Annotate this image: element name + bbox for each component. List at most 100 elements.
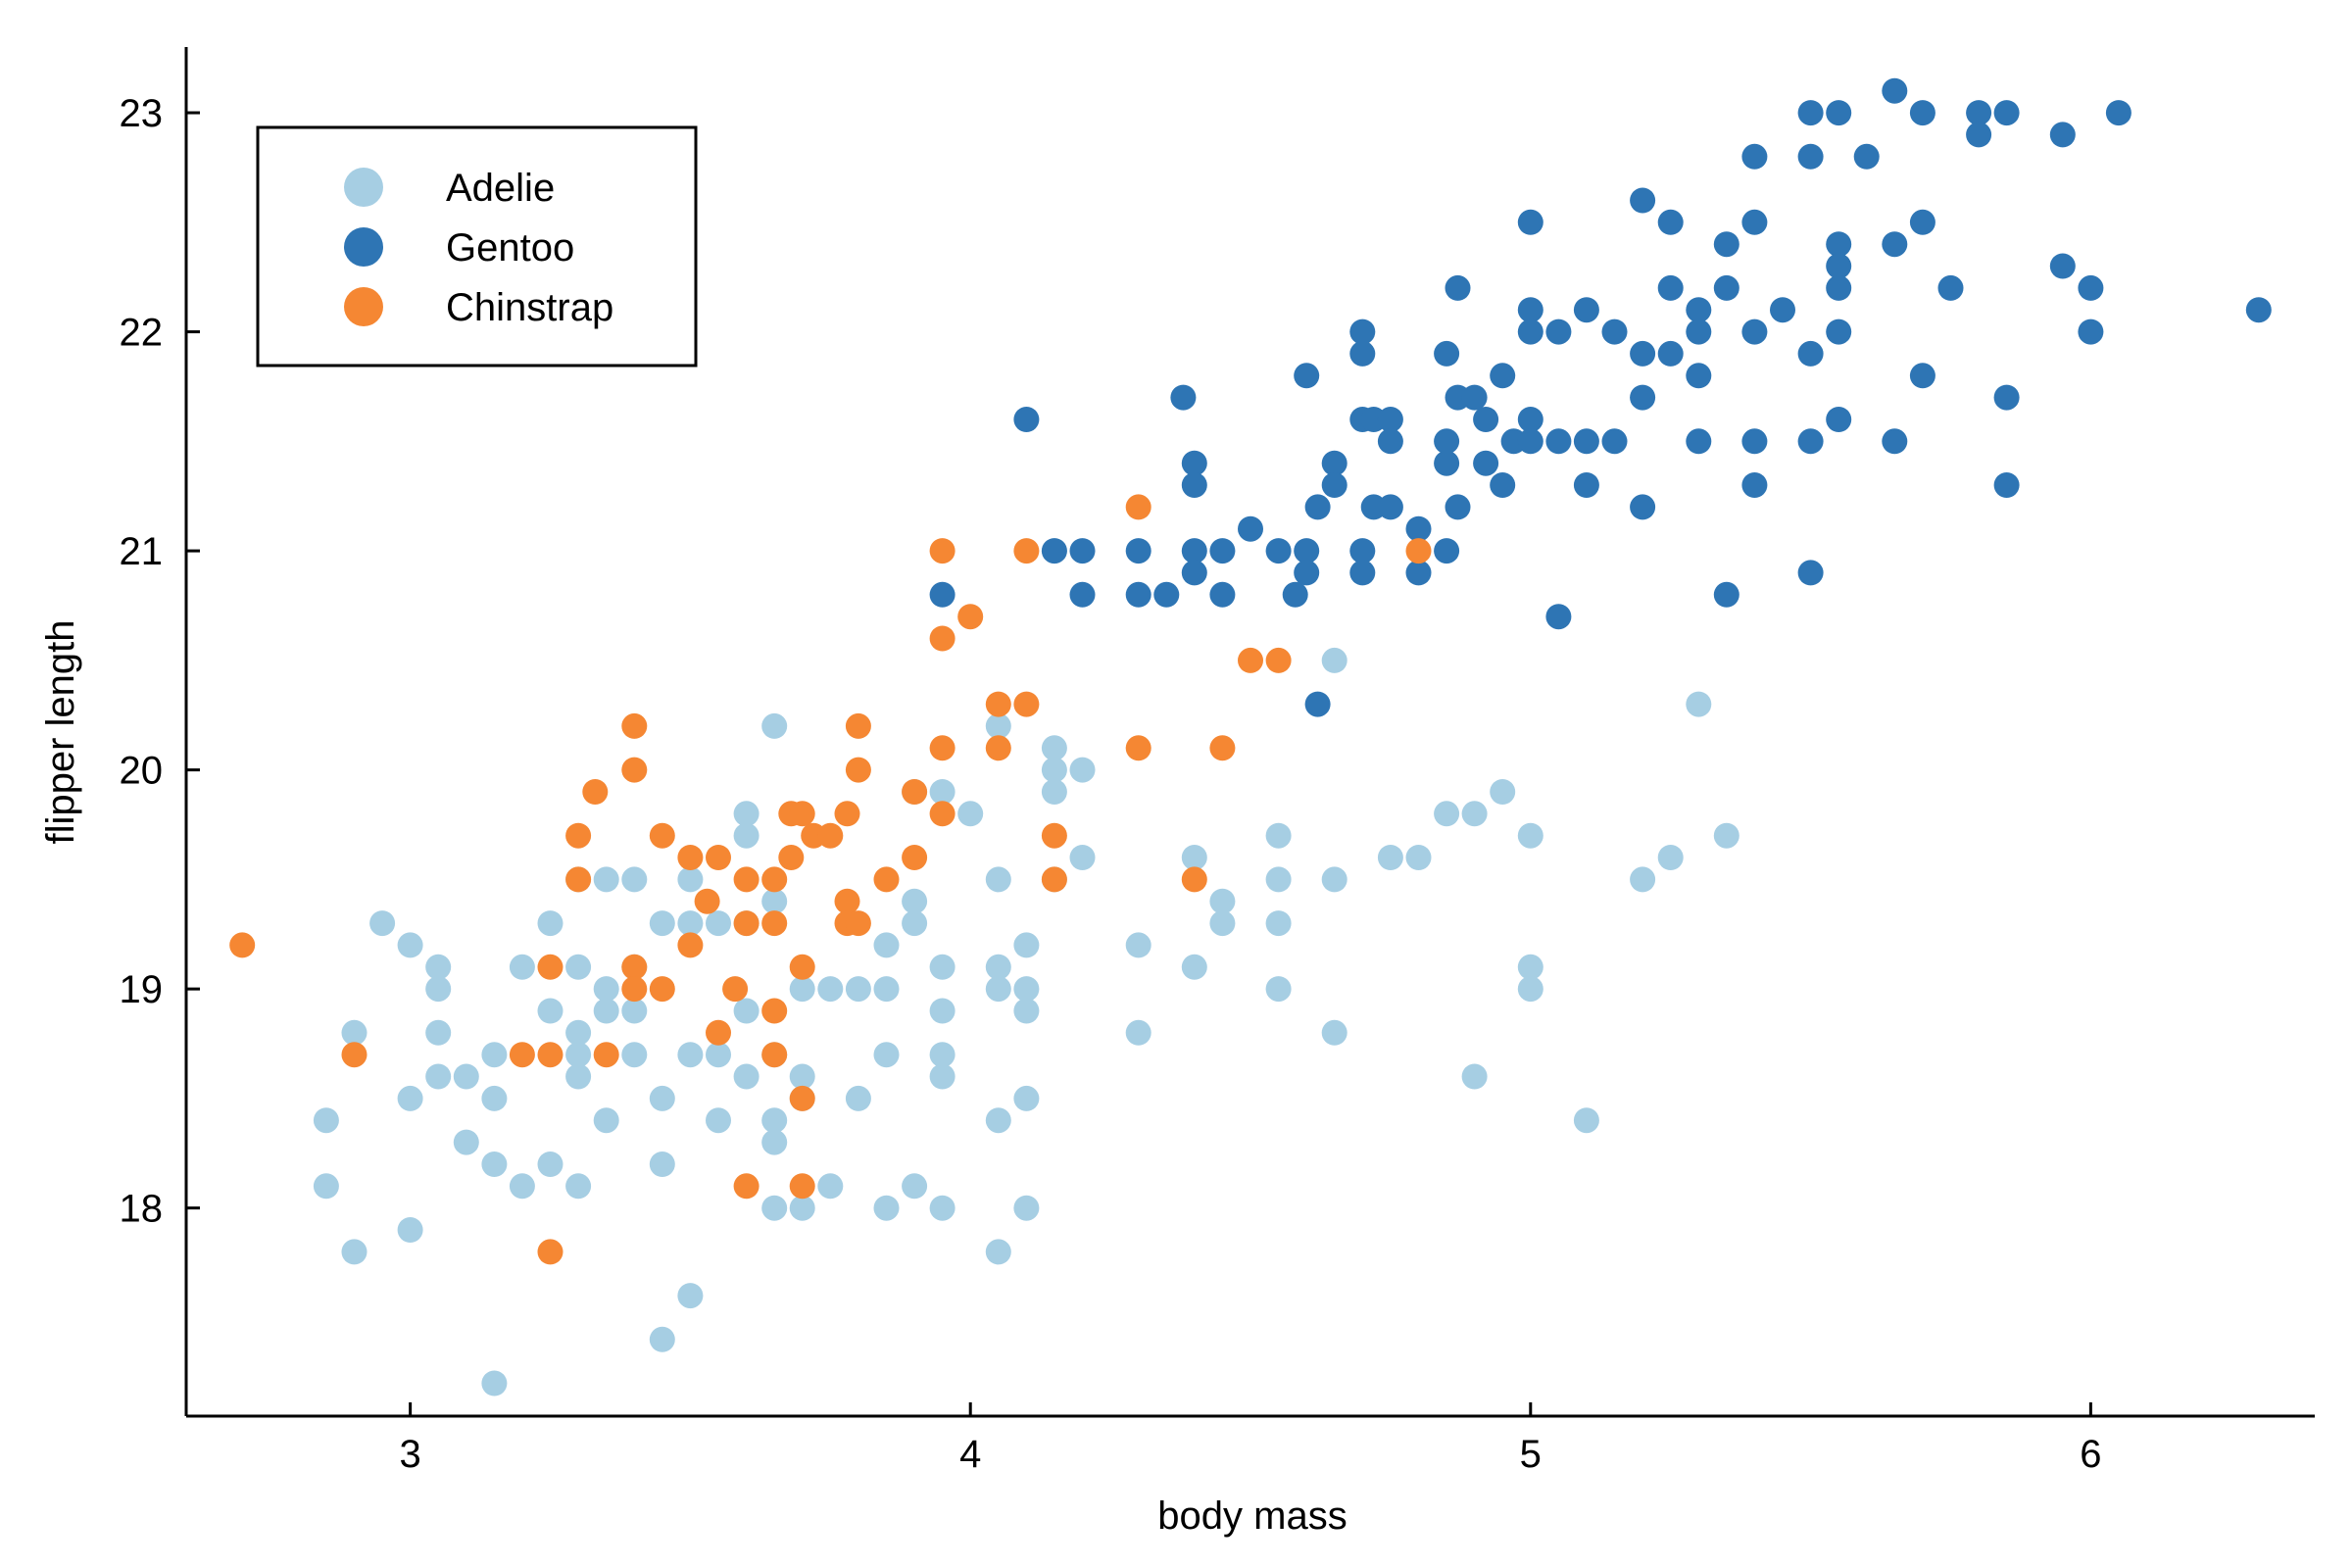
point-adelie <box>593 866 619 893</box>
point-adelie <box>425 1019 452 1046</box>
point-gentoo <box>1013 407 1040 432</box>
point-adelie <box>873 1195 900 1221</box>
point-gentoo <box>1797 560 1824 586</box>
legend-box <box>256 125 698 368</box>
point-gentoo <box>1181 472 1207 498</box>
point-gentoo <box>1713 274 1740 301</box>
point-chinstrap <box>733 1173 760 1200</box>
x-tick-label: 4 <box>959 1433 981 1476</box>
point-chinstrap <box>565 822 592 849</box>
point-adelie <box>313 1107 339 1134</box>
point-gentoo <box>1304 494 1331 520</box>
point-adelie <box>1573 1107 1599 1134</box>
point-gentoo <box>1473 450 1499 476</box>
point-adelie <box>593 998 619 1024</box>
point-adelie <box>873 932 900 958</box>
point-adelie <box>565 1063 592 1090</box>
point-chinstrap <box>817 822 844 849</box>
point-gentoo <box>1321 450 1348 476</box>
point-gentoo <box>1377 407 1403 432</box>
point-gentoo <box>1405 560 1432 586</box>
point-chinstrap <box>761 866 788 893</box>
point-adelie <box>761 1107 788 1134</box>
point-adelie <box>761 1195 788 1221</box>
point-chinstrap <box>1238 647 1263 673</box>
point-gentoo <box>2049 253 2076 279</box>
point-gentoo <box>1630 494 1656 520</box>
point-chinstrap <box>1041 866 1067 893</box>
point-adelie <box>929 779 956 805</box>
y-tick-label: 23 <box>120 92 164 135</box>
point-chinstrap <box>929 801 956 827</box>
point-chinstrap <box>694 888 720 914</box>
point-adelie <box>481 1042 508 1068</box>
point-gentoo <box>1573 428 1599 455</box>
point-adelie <box>1181 845 1207 870</box>
point-adelie <box>1265 976 1292 1003</box>
point-chinstrap <box>789 801 815 827</box>
point-adelie <box>649 1152 675 1177</box>
point-gentoo <box>1445 274 1471 301</box>
point-adelie <box>817 1173 844 1200</box>
point-gentoo <box>1993 100 2020 126</box>
point-adelie <box>1041 779 1067 805</box>
point-adelie <box>425 976 452 1003</box>
point-adelie <box>929 1063 956 1090</box>
point-adelie <box>733 1063 760 1090</box>
point-gentoo <box>1909 100 1936 126</box>
point-chinstrap <box>929 625 956 652</box>
point-chinstrap <box>706 845 731 870</box>
point-chinstrap <box>1013 538 1040 564</box>
point-adelie <box>902 910 928 937</box>
point-adelie <box>845 976 871 1003</box>
point-adelie <box>397 932 423 958</box>
point-adelie <box>341 1239 368 1265</box>
point-gentoo <box>1517 209 1544 235</box>
legend-marker-chinstrap <box>344 287 383 326</box>
point-chinstrap <box>873 866 900 893</box>
point-gentoo <box>2245 297 2272 323</box>
point-adelie <box>929 1042 956 1068</box>
points-layer <box>229 77 2272 1396</box>
point-adelie <box>1517 822 1544 849</box>
point-chinstrap <box>733 866 760 893</box>
y-tick-label: 19 <box>120 968 164 1011</box>
point-adelie <box>593 976 619 1003</box>
point-adelie <box>1069 757 1096 783</box>
point-adelie <box>369 910 396 937</box>
point-gentoo <box>1125 581 1152 608</box>
point-adelie <box>706 1107 731 1134</box>
point-gentoo <box>1545 318 1572 345</box>
point-chinstrap <box>985 691 1011 717</box>
point-chinstrap <box>509 1042 535 1068</box>
point-adelie <box>733 801 760 827</box>
point-adelie <box>565 1019 592 1046</box>
point-adelie <box>1517 954 1544 980</box>
point-chinstrap <box>789 1173 815 1200</box>
point-chinstrap <box>834 888 860 914</box>
point-gentoo <box>1826 100 1852 126</box>
point-adelie <box>425 1063 452 1090</box>
x-axis-title: body mass <box>1157 1494 1347 1538</box>
point-chinstrap <box>1125 494 1152 520</box>
point-adelie <box>649 1085 675 1111</box>
point-chinstrap <box>621 757 648 783</box>
point-gentoo <box>1686 428 1712 455</box>
point-adelie <box>481 1370 508 1396</box>
point-adelie <box>873 1042 900 1068</box>
point-adelie <box>397 1217 423 1243</box>
point-gentoo <box>1713 231 1740 258</box>
point-adelie <box>873 976 900 1003</box>
legend-label-adelie: Adelie <box>446 167 555 210</box>
point-gentoo <box>1826 231 1852 258</box>
point-gentoo <box>1445 494 1471 520</box>
point-adelie <box>789 1063 815 1090</box>
point-chinstrap <box>1265 647 1292 673</box>
point-gentoo <box>1601 428 1628 455</box>
point-adelie <box>706 1042 731 1068</box>
point-gentoo <box>1181 538 1207 564</box>
point-gentoo <box>1993 384 2020 411</box>
point-adelie <box>1013 932 1040 958</box>
point-adelie <box>677 1042 704 1068</box>
legend-label-chinstrap: Chinstrap <box>446 286 613 329</box>
